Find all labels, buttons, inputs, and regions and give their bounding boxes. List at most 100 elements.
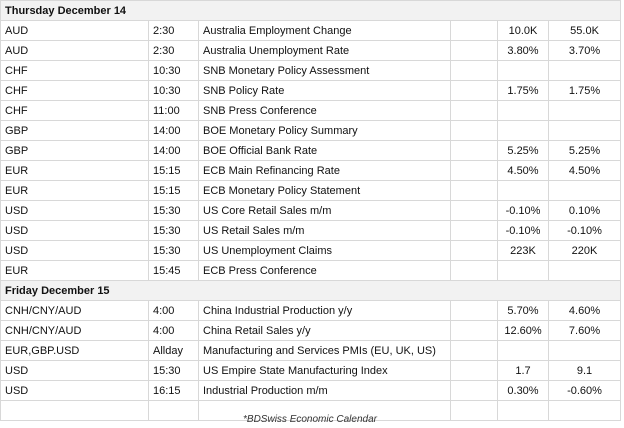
forecast-cell — [497, 120, 549, 141]
event-row: CHF 10:30 SNB Monetary Policy Assessment — [0, 60, 622, 81]
event-cell: ECB Press Conference — [198, 260, 451, 281]
time-cell: 15:15 — [148, 160, 199, 181]
time-cell: 11:00 — [148, 100, 199, 121]
time-cell: 15:30 — [148, 240, 199, 261]
time-cell: 2:30 — [148, 40, 199, 61]
previous-cell — [547, 60, 622, 81]
previous-cell: 0.10% — [547, 200, 622, 221]
event-cell: BOE Official Bank Rate — [198, 140, 451, 161]
day-header: Friday December 15 — [0, 280, 622, 301]
forecast-cell: 10.0K — [497, 20, 549, 41]
forecast-cell — [497, 100, 549, 121]
time-cell: 4:00 — [148, 320, 199, 341]
forecast-cell: 0.30% — [497, 380, 549, 401]
currency-cell: USD — [0, 240, 149, 261]
currency-cell: EUR,GBP.USD — [0, 340, 149, 361]
footer-caption: *BDSwiss Economic Calendar — [243, 414, 377, 425]
forecast-cell — [497, 180, 549, 201]
previous-cell: 3.70% — [547, 40, 622, 61]
previous-cell: 7.60% — [547, 320, 622, 341]
currency-cell: GBP — [0, 120, 149, 141]
time-cell: 15:30 — [148, 360, 199, 381]
event-cell: ECB Monetary Policy Statement — [198, 180, 451, 201]
event-cell: China Retail Sales y/y — [198, 320, 451, 341]
empty-cell — [450, 200, 498, 221]
forecast-cell: 1.7 — [497, 360, 549, 381]
event-row: EUR 15:15 ECB Main Refinancing Rate 4.50% 4.… — [0, 160, 622, 181]
currency-cell: EUR — [0, 180, 149, 201]
event-cell: Australia Unemployment Rate — [198, 40, 451, 61]
previous-cell: 220K — [547, 240, 622, 261]
event-row: USD 16:15 Industrial Production m/m 0.30% -0… — [0, 380, 622, 401]
previous-cell — [547, 100, 622, 121]
empty-cell — [450, 220, 498, 241]
currency-cell: AUD — [0, 40, 149, 61]
time-cell: 10:30 — [148, 80, 199, 101]
time-cell: 15:30 — [148, 200, 199, 221]
previous-cell: 5.25% — [547, 140, 622, 161]
currency-cell: EUR — [0, 160, 149, 181]
previous-cell — [547, 260, 622, 281]
event-row: USD 15:30 US Empire State Manufacturing In… — [0, 360, 622, 381]
empty-cell — [450, 80, 498, 101]
event-row: USD 15:30 US Core Retail Sales m/m -0.10% 0.… — [0, 200, 622, 221]
day-header: Thursday December 14 — [0, 0, 622, 21]
previous-cell: 55.0K — [547, 20, 622, 41]
empty-cell — [450, 380, 498, 401]
currency-cell: GBP — [0, 140, 149, 161]
empty-cell — [450, 120, 498, 141]
event-cell: BOE Monetary Policy Summary — [198, 120, 451, 141]
event-row: EUR 15:45 ECB Press Conference — [0, 260, 622, 281]
time-cell: 14:00 — [148, 140, 199, 161]
empty-cell — [450, 320, 498, 341]
time-cell: 15:30 — [148, 220, 199, 241]
event-cell: Australia Employment Change — [198, 20, 451, 41]
currency-cell: CHF — [0, 80, 149, 101]
previous-cell: 9.1 — [547, 360, 622, 381]
currency-cell: USD — [0, 380, 149, 401]
event-cell: SNB Policy Rate — [198, 80, 451, 101]
currency-cell: CNH/CNY/AUD — [0, 320, 149, 341]
event-row: EUR,GBP.USD Allday Manufacturing and Servi… — [0, 340, 622, 361]
currency-cell: CHF — [0, 100, 149, 121]
time-cell: 10:30 — [148, 60, 199, 81]
event-row: USD 15:30 US Retail Sales m/m -0.10% -0.10% — [0, 220, 622, 241]
forecast-cell — [497, 60, 549, 81]
event-row: CHF 11:00 SNB Press Conference — [0, 100, 622, 121]
currency-cell: USD — [0, 360, 149, 381]
previous-cell: -0.60% — [547, 380, 622, 401]
forecast-cell: 12.60% — [497, 320, 549, 341]
event-cell: US Unemployment Claims — [198, 240, 451, 261]
event-row: CHF 10:30 SNB Policy Rate 1.75% 1.75% — [0, 80, 622, 101]
previous-cell: 1.75% — [547, 80, 622, 101]
previous-cell — [547, 340, 622, 361]
event-cell: US Retail Sales m/m — [198, 220, 451, 241]
forecast-cell: 1.75% — [497, 80, 549, 101]
forecast-cell: 5.70% — [497, 300, 549, 321]
previous-cell: 4.50% — [547, 160, 622, 181]
previous-cell — [547, 120, 622, 141]
time-cell: 15:15 — [148, 180, 199, 201]
forecast-cell: 223K — [497, 240, 549, 261]
event-row: USD 15:30 US Unemployment Claims 223K 220K — [0, 240, 622, 261]
empty-cell — [450, 340, 498, 361]
time-cell: 2:30 — [148, 20, 199, 41]
event-row: GBP 14:00 BOE Monetary Policy Summary — [0, 120, 622, 141]
event-cell: ECB Main Refinancing Rate — [198, 160, 451, 181]
day-header-row: Thursday December 14 — [0, 0, 622, 21]
empty-cell — [450, 160, 498, 181]
forecast-cell: 3.80% — [497, 40, 549, 61]
event-cell: SNB Press Conference — [198, 100, 451, 121]
event-cell: China Industrial Production y/y — [198, 300, 451, 321]
event-row: GBP 14:00 BOE Official Bank Rate 5.25% 5.25% — [0, 140, 622, 161]
event-cell: Manufacturing and Services PMIs (EU, UK,… — [198, 340, 451, 361]
currency-cell: AUD — [0, 20, 149, 41]
empty-cell — [450, 240, 498, 261]
time-cell: Allday — [148, 340, 199, 361]
previous-cell: 4.60% — [547, 300, 622, 321]
forecast-cell — [497, 340, 549, 361]
empty-cell — [450, 100, 498, 121]
